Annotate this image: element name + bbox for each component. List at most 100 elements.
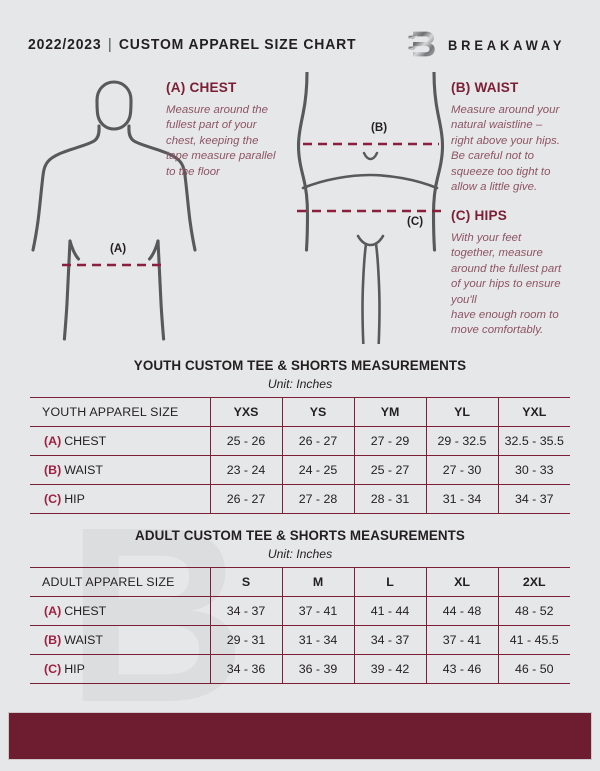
youth-cell: 25 - 27 bbox=[353, 455, 427, 485]
adult-cell: 41 - 44 bbox=[353, 596, 427, 626]
youth-row-header: YOUTH APPAREL SIZE bbox=[30, 397, 211, 427]
table-row: (C) HIP 26 - 27 27 - 28 28 - 31 31 - 34 3… bbox=[30, 484, 570, 514]
adult-cell: 48 - 52 bbox=[497, 596, 570, 626]
youth-cell: 26 - 27 bbox=[209, 484, 283, 514]
instruction-line: around the fullest part bbox=[451, 262, 562, 275]
adult-cell: 36 - 39 bbox=[281, 654, 355, 684]
instruction-chest-title: (A) CHEST bbox=[166, 80, 237, 95]
instruction-line: move comfortably. bbox=[451, 324, 544, 337]
youth-section-unit: Unit: Inches bbox=[267, 377, 333, 391]
youth-cell: 27 - 28 bbox=[281, 484, 355, 514]
measure-name: HIP bbox=[64, 492, 85, 506]
adult-cell: 31 - 34 bbox=[281, 625, 355, 655]
waist-figure-label: (B) bbox=[371, 121, 388, 134]
measure-tag: (A) bbox=[44, 434, 62, 448]
adult-size-header: S bbox=[209, 567, 283, 597]
youth-size-header: YL bbox=[425, 397, 499, 427]
adult-cell: 29 - 31 bbox=[209, 625, 283, 655]
youth-section: YOUTH CUSTOM TEE & SHORTS MEASUREMENTS U… bbox=[30, 357, 570, 514]
youth-cell: 31 - 34 bbox=[425, 484, 499, 514]
instruction-waist-title: (B) WAIST bbox=[451, 80, 519, 95]
youth-size-header: YXL bbox=[497, 397, 570, 427]
youth-cell: 25 - 26 bbox=[209, 426, 283, 456]
instruction-line: together, measure bbox=[451, 247, 543, 260]
adult-section: ADULT CUSTOM TEE & SHORTS MEASUREMENTS U… bbox=[30, 527, 570, 684]
youth-cell: 34 - 37 bbox=[497, 484, 570, 514]
table-row: (B) WAIST 23 - 24 24 - 25 25 - 27 27 - 30… bbox=[30, 455, 570, 485]
youth-size-header: YS bbox=[281, 397, 355, 427]
adult-cell: 34 - 36 bbox=[209, 654, 283, 684]
instruction-line: you'll bbox=[451, 293, 477, 306]
youth-cell: 28 - 31 bbox=[353, 484, 427, 514]
instruction-chest: (A) CHEST Measure around the fullest par… bbox=[166, 80, 306, 180]
adult-size-header: M bbox=[281, 567, 355, 597]
adult-cell: 41 - 45.5 bbox=[497, 625, 570, 655]
youth-cell: 30 - 33 bbox=[497, 455, 570, 485]
adult-row-header: ADULT APPAREL SIZE bbox=[30, 567, 211, 597]
page-header: 2022/2023 | CUSTOM APPAREL SIZE CHART bbox=[0, 28, 600, 62]
measure-name: CHEST bbox=[64, 604, 107, 618]
table-header-row: YOUTH APPAREL SIZE YXS YS YM YL YXL bbox=[30, 397, 570, 427]
brand-block: BREAKAWAY bbox=[406, 28, 576, 62]
youth-cell: 27 - 29 bbox=[353, 426, 427, 456]
youth-cell: 27 - 30 bbox=[425, 455, 499, 485]
adult-cell: 34 - 37 bbox=[209, 596, 283, 626]
instruction-line: chest, keeping the bbox=[166, 134, 259, 147]
header-separator: | bbox=[107, 36, 113, 53]
measure-name: CHEST bbox=[64, 434, 107, 448]
breakaway-b-logo-icon bbox=[408, 31, 436, 57]
youth-cell: 32.5 - 35.5 bbox=[497, 426, 570, 456]
instruction-hips: (C) HIPS With your feet together, measur… bbox=[451, 208, 597, 339]
page-title: CUSTOM APPAREL SIZE CHART bbox=[118, 36, 357, 53]
instruction-line: Measure around the bbox=[166, 104, 268, 116]
youth-cell: 23 - 24 bbox=[209, 455, 283, 485]
measure-tag: (B) bbox=[44, 633, 62, 647]
table-row: (C) HIP 34 - 36 36 - 39 39 - 42 43 - 46 4… bbox=[30, 654, 570, 684]
adult-measure-label: (C) HIP bbox=[30, 654, 211, 684]
adult-section-title: ADULT CUSTOM TEE & SHORTS MEASUREMENTS bbox=[135, 528, 465, 543]
instruction-line: have enough room to bbox=[451, 309, 559, 322]
adult-measure-label: (A) CHEST bbox=[30, 596, 211, 626]
adult-cell: 39 - 42 bbox=[353, 654, 427, 684]
youth-measure-label: (A) CHEST bbox=[30, 426, 211, 456]
youth-cell: 26 - 27 bbox=[281, 426, 355, 456]
adult-cell: 44 - 48 bbox=[425, 596, 499, 626]
instruction-line: fullest part of your bbox=[166, 119, 257, 132]
adult-section-unit: Unit: Inches bbox=[267, 547, 333, 561]
youth-size-header: YM bbox=[353, 397, 427, 427]
table-row: (A) CHEST 25 - 26 26 - 27 27 - 29 29 - 32… bbox=[30, 426, 570, 456]
table-header-row: ADULT APPAREL SIZE S M L XL 2XL bbox=[30, 567, 570, 597]
youth-measure-label: (C) HIP bbox=[30, 484, 211, 514]
body-figures: (A) (B) (C) bbox=[0, 72, 600, 344]
youth-cell: 29 - 32.5 bbox=[425, 426, 499, 456]
youth-section-title: YOUTH CUSTOM TEE & SHORTS MEASUREMENTS bbox=[133, 358, 467, 373]
adult-size-header: XL bbox=[425, 567, 499, 597]
instruction-line: Be careful not to bbox=[451, 150, 534, 163]
instruction-waist: (B) WAIST Measure around your natural wa… bbox=[451, 80, 591, 195]
instruction-line: With your feet bbox=[451, 232, 522, 244]
adult-cell: 34 - 37 bbox=[353, 625, 427, 655]
measure-tag: (C) bbox=[44, 662, 62, 676]
adult-size-header: L bbox=[353, 567, 427, 597]
instruction-line: to the floor bbox=[166, 165, 220, 178]
adult-measure-label: (B) WAIST bbox=[30, 625, 211, 655]
adult-size-header: 2XL bbox=[497, 567, 570, 597]
adult-cell: 37 - 41 bbox=[425, 625, 499, 655]
adult-cell: 43 - 46 bbox=[425, 654, 499, 684]
table-row: (B) WAIST 29 - 31 31 - 34 34 - 37 37 - 41… bbox=[30, 625, 570, 655]
youth-size-header: YXS bbox=[209, 397, 283, 427]
chest-figure-label: (A) bbox=[110, 242, 127, 255]
brand-name: BREAKAWAY bbox=[448, 37, 566, 53]
measure-tag: (C) bbox=[44, 492, 62, 506]
instruction-line: squeeze too tight to bbox=[451, 165, 551, 178]
adult-cell: 46 - 50 bbox=[497, 654, 570, 684]
measure-name: WAIST bbox=[64, 463, 103, 477]
measure-tag: (A) bbox=[44, 604, 62, 618]
instruction-line: tape measure parallel bbox=[166, 150, 276, 163]
instruction-line: right above your hips. bbox=[451, 134, 560, 147]
hips-figure-label: (C) bbox=[407, 215, 424, 228]
instruction-hips-title: (C) HIPS bbox=[451, 208, 507, 223]
instruction-line: Measure around your bbox=[451, 104, 560, 116]
instruction-chest-body: Measure around the fullest part of your … bbox=[166, 103, 306, 180]
